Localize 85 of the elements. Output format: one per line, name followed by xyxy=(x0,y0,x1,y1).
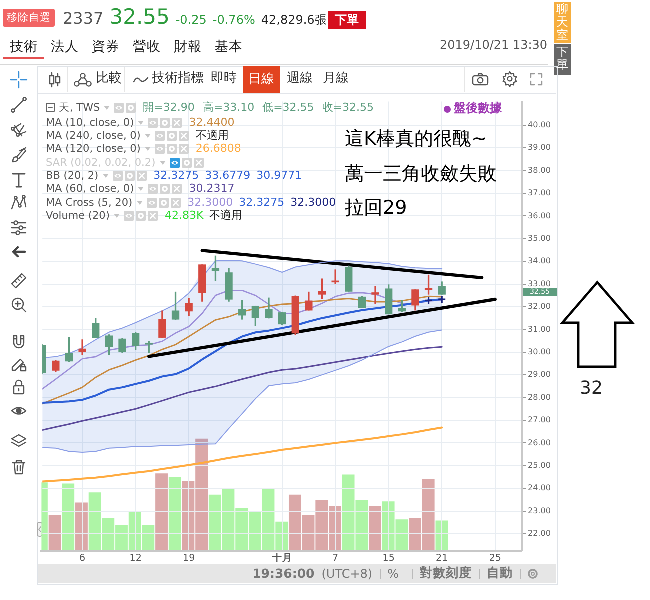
y-tick-label: 22.00 xyxy=(528,529,551,538)
y-tick-label: 31.00 xyxy=(528,324,551,334)
annotation: 32.3000 xyxy=(290,196,336,209)
text: 2337 xyxy=(63,9,104,28)
text: 營收 xyxy=(133,38,161,56)
y-tick-label: 24.00 xyxy=(528,484,551,493)
x-tick-label: 6 xyxy=(80,553,86,564)
bar xyxy=(369,506,382,551)
bar xyxy=(156,474,168,551)
text: 資券 xyxy=(92,38,120,56)
x-tick-label: 十月 xyxy=(271,552,292,564)
text: 即時 xyxy=(211,71,237,87)
x-tick-label: 25 xyxy=(489,553,502,564)
text: 技術指標 xyxy=(152,71,204,87)
text: 42,829.6張 xyxy=(261,12,327,29)
annotation: MA (60, close, 0) xyxy=(46,182,134,194)
annotation: MA (120, close, 0) xyxy=(46,142,141,154)
text: 移除自選 xyxy=(3,9,55,27)
text: -0.25 xyxy=(176,13,207,27)
annotation: MA Cross (5, 20) xyxy=(46,196,133,208)
y-tick-label: 28.00 xyxy=(528,392,551,402)
text: 法人 xyxy=(51,38,79,56)
text: 週線 xyxy=(287,71,313,87)
annotation: 42.83K xyxy=(164,209,204,222)
annotation: 33.6779 xyxy=(205,169,251,182)
y-tick-label: 33.00 xyxy=(528,279,551,288)
y-tick-label: 32.00 xyxy=(528,302,551,312)
text: 比較 xyxy=(96,71,122,87)
annotation: Volume (20) xyxy=(46,210,110,222)
x-tick-label: 21 xyxy=(436,553,448,564)
x-tick-label: 7 xyxy=(332,553,339,564)
text: 32.55 xyxy=(110,5,170,29)
annotation: 開=32.90 xyxy=(143,100,195,115)
text: 財報 xyxy=(174,38,202,56)
annotation: 32.4400 xyxy=(189,116,235,129)
y-tick-label: 23.00 xyxy=(528,506,551,516)
annotation: 32.3275 xyxy=(154,169,200,182)
annotation: BB (20, 2) xyxy=(46,170,99,182)
text: 基本 xyxy=(215,38,243,56)
y-tick-label: 29.00 xyxy=(528,370,551,380)
text: 對數刻度 xyxy=(420,565,472,582)
y-tick-label: 25.00 xyxy=(528,460,551,470)
text: 19:36:00 xyxy=(252,566,315,581)
y-tick-label: 40.00 xyxy=(528,120,551,130)
y-tick-label: 30.00 xyxy=(528,347,551,356)
y-tick-label: 39.00 xyxy=(528,143,551,152)
y-tick-label: 34.00 xyxy=(528,256,551,266)
annotation: 32.3275 xyxy=(239,196,285,209)
annotation: 32.3000 xyxy=(188,196,234,209)
y-tick-label: 35.00 xyxy=(528,234,551,243)
text: 技術 xyxy=(10,38,38,56)
x-tick-label: 19 xyxy=(183,553,196,564)
annotation: 30.9771 xyxy=(256,169,302,182)
annotation: 低=32.55 xyxy=(262,100,314,115)
y-tick-label: 38.00 xyxy=(528,166,551,175)
annotation: 不適用 xyxy=(196,128,229,143)
annotation: 天, TWS xyxy=(59,100,100,114)
text: 自動 xyxy=(487,565,513,582)
x-tick-label: 15 xyxy=(382,553,395,564)
annotation: 拉回29 xyxy=(345,197,408,220)
text: 2019/10/21 13:30 xyxy=(440,38,548,53)
annotation: 這K棒真的很醜~ xyxy=(345,128,488,151)
text: -0.76% xyxy=(212,13,256,27)
text: 下單 xyxy=(328,11,366,29)
annotation: 萬一三角收斂失敗 xyxy=(345,163,497,186)
text: (UTC+8) xyxy=(322,566,373,580)
annotation: 盤後數據 xyxy=(454,101,502,116)
annotation: 不適用 xyxy=(210,208,243,223)
annotation: MA (240, close, 0) xyxy=(46,130,141,142)
y-tick-label: 27.00 xyxy=(528,416,551,425)
bar xyxy=(168,476,182,551)
bar xyxy=(62,484,75,551)
y-tick-label: 36.00 xyxy=(528,211,551,220)
y-tick-label: 26.00 xyxy=(528,438,551,448)
annotation: 收=32.55 xyxy=(322,100,374,115)
annotation: 26.6808 xyxy=(196,142,242,155)
annotation: MA (10, close, 0) xyxy=(46,116,134,128)
text: 32 xyxy=(580,378,603,400)
text: % xyxy=(388,566,399,580)
y-tick-label: 37.00 xyxy=(528,188,551,198)
text: 日線 xyxy=(243,66,280,93)
annotation: 高=33.10 xyxy=(202,100,255,115)
x-tick-label: 12 xyxy=(130,553,142,564)
annotation: 30.2317 xyxy=(189,182,235,195)
text: 月線 xyxy=(323,71,349,87)
